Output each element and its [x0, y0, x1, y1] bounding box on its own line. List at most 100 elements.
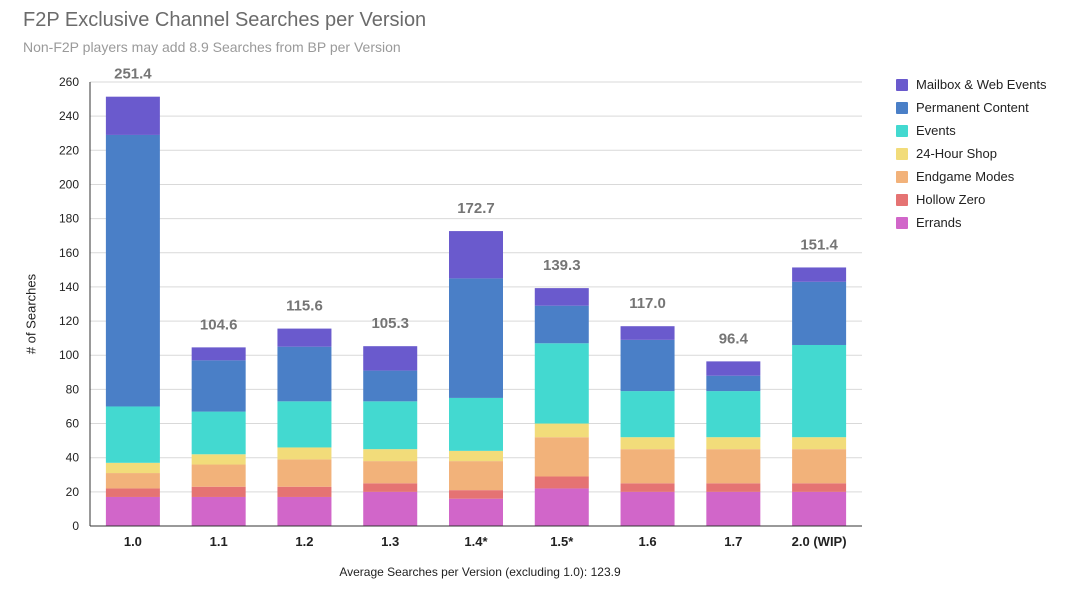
bar-segment-24-hour-shop: [706, 437, 761, 450]
bar-segment-events: [277, 401, 332, 448]
x-tick-label: 1.2: [295, 534, 313, 549]
bar-segment-errands: [449, 498, 503, 526]
legend-item: Endgame Modes: [896, 165, 1047, 188]
bar-segment-errands: [620, 491, 675, 526]
y-tick-label: 180: [59, 212, 79, 226]
bar-segment-24-hour-shop: [534, 423, 589, 438]
legend-swatch: [896, 124, 908, 137]
bar-segment-errands: [534, 488, 589, 526]
bar-segment-hollow-zero: [191, 486, 246, 497]
legend-swatch: [896, 193, 908, 206]
bar-segment-permanent-content: [534, 305, 589, 344]
x-tick-label: 1.1: [210, 534, 228, 549]
bar-segment-errands: [363, 491, 418, 526]
bar-segment-24-hour-shop: [277, 447, 332, 460]
bar-segment-hollow-zero: [620, 483, 675, 492]
bar-segment-errands: [105, 496, 160, 526]
y-tick-label: 40: [66, 451, 80, 465]
bar-total-label: 104.6: [200, 316, 238, 333]
bar-segment-errands: [277, 496, 332, 526]
bar-segment-mailbox-web-events: [363, 346, 418, 371]
bar-segment-permanent-content: [277, 346, 332, 402]
bar-segment-24-hour-shop: [620, 437, 675, 450]
bar-segment-events: [792, 344, 847, 438]
bar-segment-hollow-zero: [363, 483, 418, 492]
bar-segment-mailbox-web-events: [706, 361, 761, 376]
chart-title: F2P Exclusive Channel Searches per Versi…: [23, 9, 427, 31]
bar-segment-mailbox-web-events: [534, 288, 589, 306]
bar-segment-endgame-modes: [363, 461, 418, 484]
legend-label: Mailbox & Web Events: [916, 77, 1047, 92]
y-tick-label: 220: [59, 143, 79, 157]
legend-label: Errands: [916, 215, 962, 230]
bar-segment-errands: [706, 491, 761, 526]
legend-item: Errands: [896, 211, 1047, 234]
bar-segment-errands: [191, 496, 246, 526]
bar-total-label: 151.4: [800, 236, 838, 253]
bar-segment-events: [105, 406, 160, 463]
bar-segment-endgame-modes: [191, 464, 246, 487]
y-tick-label: 60: [66, 417, 80, 431]
bar-segment-mailbox-web-events: [449, 231, 503, 279]
legend-label: Endgame Modes: [916, 169, 1015, 184]
bar-segment-hollow-zero: [706, 483, 761, 492]
legend-label: Hollow Zero: [916, 192, 986, 207]
bar-segment-24-hour-shop: [449, 450, 503, 462]
legend-label: Permanent Content: [916, 100, 1029, 115]
bar-segment-endgame-modes: [105, 473, 160, 489]
y-tick-label: 100: [59, 348, 79, 362]
bar-total-label: 172.7: [457, 200, 495, 217]
y-tick-label: 240: [59, 109, 79, 123]
bar-segment-mailbox-web-events: [191, 347, 246, 361]
bar-segment-mailbox-web-events: [620, 326, 675, 340]
bar-total-label: 115.6: [286, 298, 323, 315]
y-tick-label: 0: [72, 519, 79, 533]
bar-segment-permanent-content: [191, 360, 246, 412]
bar-segment-24-hour-shop: [792, 437, 847, 450]
bar-segment-permanent-content: [449, 278, 503, 398]
legend-label: Events: [916, 123, 956, 138]
x-tick-label: 2.0 (WIP): [792, 534, 847, 549]
bar-segment-endgame-modes: [792, 449, 847, 484]
y-tick-label: 80: [66, 382, 80, 396]
bar-segment-endgame-modes: [449, 461, 503, 491]
bar-segment-permanent-content: [620, 339, 675, 392]
bar-segment-permanent-content: [105, 134, 160, 407]
bar-segment-24-hour-shop: [363, 449, 418, 462]
bar-segment-mailbox-web-events: [105, 96, 160, 135]
bar-segment-permanent-content: [706, 375, 761, 392]
x-tick-label: 1.4*: [464, 534, 488, 549]
y-tick-label: 20: [66, 485, 80, 499]
bar-segment-hollow-zero: [277, 486, 332, 497]
bar-segment-24-hour-shop: [191, 454, 246, 465]
bar-total-label: 117.0: [629, 295, 666, 312]
bar-segment-hollow-zero: [105, 488, 160, 497]
legend-item: Hollow Zero: [896, 188, 1047, 211]
bar-total-label: 251.4: [114, 66, 152, 83]
bar-segment-mailbox-web-events: [792, 267, 847, 282]
bar-segment-endgame-modes: [277, 459, 332, 487]
legend-swatch: [896, 101, 908, 114]
legend-item: 24-Hour Shop: [896, 142, 1047, 165]
bar-segment-events: [191, 411, 246, 455]
bar-segment-events: [706, 391, 761, 438]
chart-legend: Mailbox & Web Events Permanent Content Eve…: [896, 73, 1047, 234]
legend-swatch: [896, 147, 908, 160]
bar-segment-permanent-content: [363, 370, 418, 402]
bar-segment-events: [363, 401, 418, 450]
bar-segment-events: [534, 343, 589, 424]
y-tick-label: 120: [59, 314, 79, 328]
bar-total-label: 96.4: [719, 330, 749, 347]
bar-segment-endgame-modes: [706, 449, 761, 484]
x-tick-label: 1.3: [381, 534, 399, 549]
bar-segment-errands: [792, 491, 847, 526]
chart-subtitle: Non-F2P players may add 8.9 Searches fro…: [23, 39, 401, 55]
legend-swatch: [896, 216, 908, 229]
bar-segment-endgame-modes: [620, 449, 675, 484]
bar-segment-events: [620, 391, 675, 438]
x-tick-label: 1.6: [639, 534, 657, 549]
y-tick-label: 200: [59, 177, 79, 191]
legend-item: Permanent Content: [896, 96, 1047, 119]
bar-segment-hollow-zero: [534, 476, 589, 489]
legend-swatch: [896, 78, 908, 91]
